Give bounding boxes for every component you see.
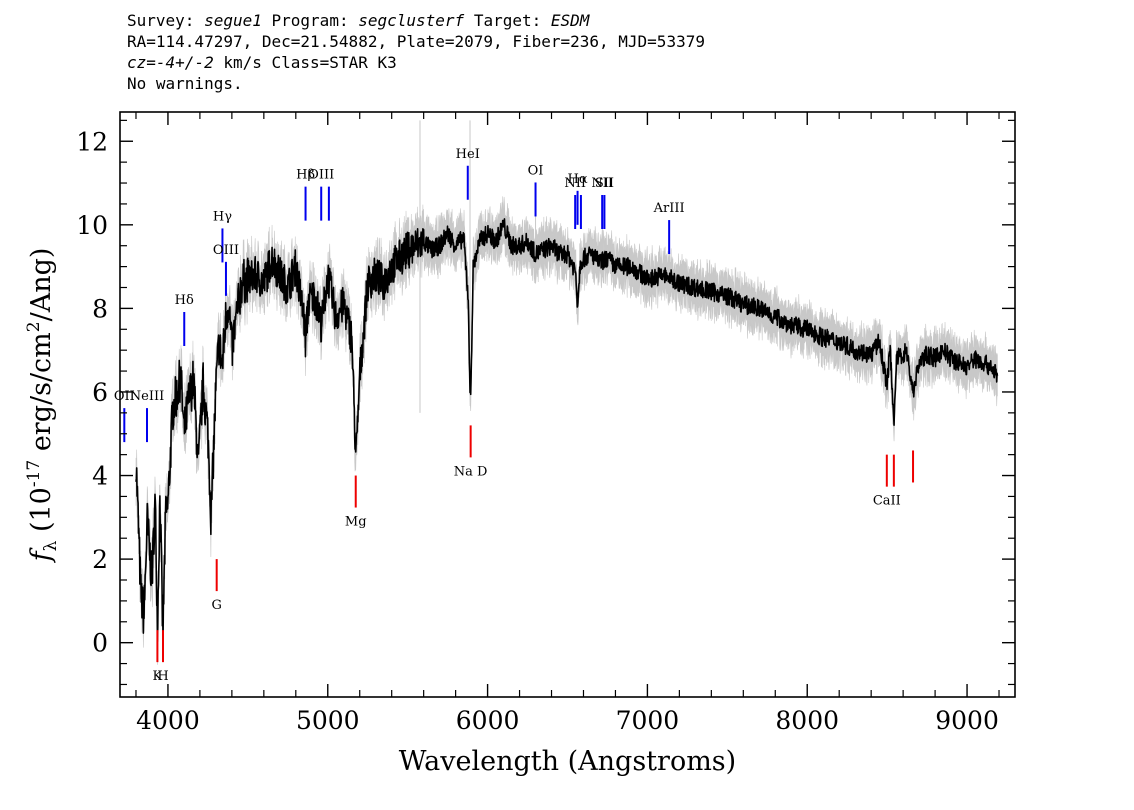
- header-line-survey: Survey: segue1 Program: segclusterf Targ…: [127, 11, 590, 30]
- y-tick-label: 0: [92, 629, 108, 658]
- x-tick-label: 8000: [775, 706, 839, 735]
- emission-line-label: OI: [528, 163, 544, 178]
- flux-line: [135, 218, 999, 643]
- absorption-line-label: K: [153, 669, 163, 684]
- header-line-redshift: cz=-4+/-2 km/s Class=STAR K3: [127, 53, 397, 72]
- header-line-warnings: No warnings.: [127, 74, 243, 93]
- error-band: [135, 120, 998, 665]
- y-tick-label: 4: [92, 462, 108, 491]
- y-tick-label: 12: [76, 127, 108, 156]
- emission-line-label: Hβ: [296, 168, 315, 183]
- absorption-line-label: G: [211, 598, 221, 613]
- emission-line-label: Hδ: [175, 293, 194, 308]
- emission-line-label: HeI: [456, 147, 480, 162]
- emission-line-label: SII: [595, 176, 614, 191]
- emission-line-label: OIII: [308, 168, 334, 183]
- emission-line-label: Hα: [568, 172, 588, 187]
- y-axis-label: fλ (10-17 erg/s/cm2/Ang): [24, 248, 61, 564]
- absorption-line-label: Na D: [454, 464, 488, 479]
- header-line-coordinates: RA=114.47297, Dec=21.54882, Plate=2079, …: [127, 32, 705, 51]
- emission-line-label: NII: [564, 176, 586, 191]
- flux-series: [135, 218, 999, 643]
- axis-ticks: 4000 5000 6000 7000 8000 9000 0 2 4 6 8 10 12: [76, 112, 1015, 735]
- emission-line-label: NeIII: [130, 389, 164, 404]
- absorption-line-label: H: [157, 669, 168, 684]
- x-tick-label: 9000: [935, 706, 999, 735]
- emission-line-label: OIII: [213, 243, 239, 258]
- absorption-line-label: CaII: [873, 494, 901, 509]
- absorption-line-label: Mg: [345, 515, 367, 530]
- spectrum-header: Survey: segue1 Program: segclusterf Targ…: [127, 10, 705, 94]
- emission-line-label: NII: [591, 176, 613, 191]
- y-tick-label: 6: [92, 378, 108, 407]
- x-axis-label: Wavelength (Angstroms): [399, 746, 736, 777]
- emission-line-label: Hγ: [213, 209, 232, 224]
- emission-line-label: OII: [114, 389, 135, 404]
- y-tick-label: 10: [76, 211, 108, 240]
- emission-line-label: ArIII: [653, 201, 685, 216]
- x-tick-label: 4000: [136, 706, 200, 735]
- y-tick-label: 2: [92, 545, 108, 574]
- x-tick-label: 6000: [456, 706, 520, 735]
- x-tick-label: 5000: [296, 706, 360, 735]
- y-tick-label: 8: [92, 294, 108, 323]
- x-tick-label: 7000: [616, 706, 680, 735]
- plot-frame: [119, 111, 1016, 698]
